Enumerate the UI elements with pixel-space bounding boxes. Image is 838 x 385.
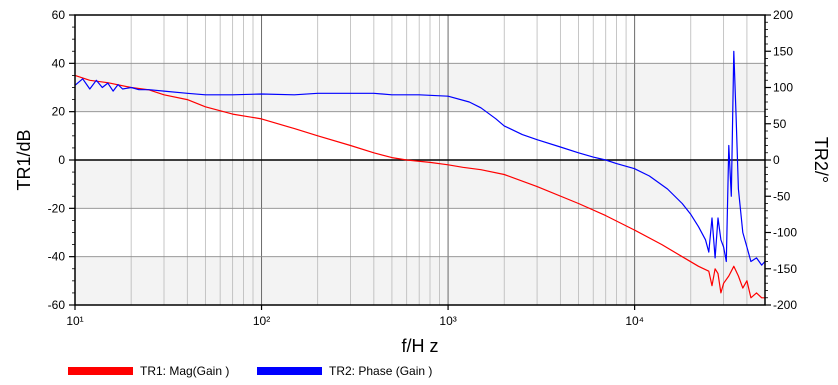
y2-tick-label: -200 xyxy=(773,298,797,312)
y-tick-label: -40 xyxy=(48,250,66,264)
y2-tick-label: 150 xyxy=(773,44,793,58)
legend-label-tr2: TR2: Phase (Gain ) xyxy=(329,364,432,378)
legend-swatch-tr1 xyxy=(68,367,133,375)
legend: TR1: Mag(Gain ) TR2: Phase (Gain ) xyxy=(68,364,432,378)
y-tick-label: 60 xyxy=(52,8,66,22)
y2-tick-label: 100 xyxy=(773,81,793,95)
y-axis-title: TR1/dB xyxy=(14,129,34,190)
x-axis-title: f/H z xyxy=(401,336,438,356)
y-tick-label: -60 xyxy=(48,298,66,312)
x-tick-label: 10³ xyxy=(439,314,456,328)
y2-tick-label: 50 xyxy=(773,117,787,131)
y-tick-label: 20 xyxy=(52,105,66,119)
y2-tick-label: -50 xyxy=(773,189,791,203)
y2-tick-label: 0 xyxy=(773,153,780,167)
y-tick-label: -20 xyxy=(48,201,66,215)
legend-swatch-tr2 xyxy=(257,367,322,375)
series-line-tr1-mag xyxy=(74,74,765,299)
y2-axis-title: TR2/° xyxy=(811,137,831,183)
series-layer xyxy=(74,50,766,299)
legend-item-tr1: TR1: Mag(Gain ) xyxy=(68,364,229,378)
x-tick-label: 10² xyxy=(253,314,270,328)
x-tick-label: 10¹ xyxy=(66,314,83,328)
plot-band xyxy=(75,160,765,209)
legend-label-tr1: TR1: Mag(Gain ) xyxy=(140,364,229,378)
y2-tick-label: -100 xyxy=(773,226,797,240)
y2-tick-label: -150 xyxy=(773,262,797,276)
y2-tick-label: 200 xyxy=(773,8,793,22)
series-line-tr2-phase xyxy=(74,50,766,266)
plot-bands xyxy=(75,63,765,305)
plot-band xyxy=(75,63,765,112)
y-tick-label: 0 xyxy=(58,153,65,167)
plot-band xyxy=(75,256,765,305)
y-tick-label: 40 xyxy=(52,56,66,70)
legend-item-tr2: TR2: Phase (Gain ) xyxy=(257,364,432,378)
tick-marks xyxy=(69,14,771,310)
x-tick-label: 10⁴ xyxy=(625,314,644,328)
tick-labels: -60-40-200204060-200-150-100-50050100150… xyxy=(48,8,798,328)
